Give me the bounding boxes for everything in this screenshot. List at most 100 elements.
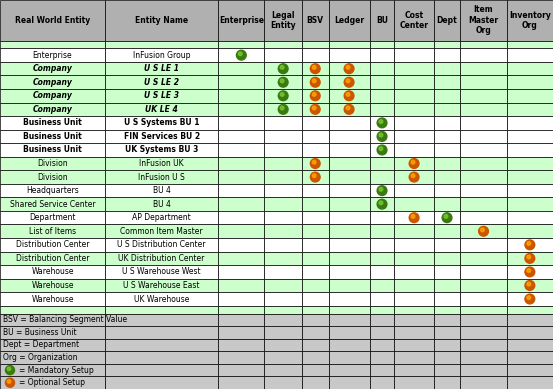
- Text: Business Unit: Business Unit: [23, 145, 82, 154]
- Bar: [434, 62, 461, 75]
- Bar: [369, 211, 394, 224]
- Circle shape: [278, 77, 288, 87]
- Bar: [264, 130, 302, 143]
- Bar: [394, 314, 434, 326]
- Bar: [434, 364, 461, 377]
- Bar: [369, 279, 394, 292]
- Text: Warehouse: Warehouse: [32, 281, 74, 290]
- Bar: [302, 197, 328, 211]
- Bar: [507, 75, 553, 89]
- Bar: [264, 103, 302, 116]
- Bar: [434, 157, 461, 170]
- Bar: [0, 0, 105, 40]
- Bar: [369, 89, 394, 103]
- Bar: [369, 0, 394, 40]
- Bar: [105, 306, 218, 314]
- Bar: [461, 292, 507, 306]
- Text: Legal
Entity: Legal Entity: [270, 11, 296, 30]
- Circle shape: [527, 255, 531, 259]
- Circle shape: [310, 91, 320, 101]
- Bar: [105, 197, 218, 211]
- Text: BU = Business Unit: BU = Business Unit: [3, 328, 77, 337]
- Bar: [105, 89, 218, 103]
- Bar: [369, 339, 394, 351]
- Circle shape: [312, 65, 316, 69]
- Text: Enterprise: Enterprise: [219, 16, 264, 25]
- Text: UK Systems BU 3: UK Systems BU 3: [125, 145, 199, 154]
- Bar: [434, 197, 461, 211]
- Bar: [369, 377, 394, 389]
- Bar: [461, 62, 507, 75]
- Bar: [369, 364, 394, 377]
- Bar: [328, 184, 369, 197]
- Text: UK Warehouse: UK Warehouse: [134, 294, 189, 303]
- Bar: [369, 116, 394, 130]
- Bar: [434, 252, 461, 265]
- Bar: [218, 116, 264, 130]
- Text: Department: Department: [29, 213, 76, 222]
- Circle shape: [344, 105, 354, 114]
- Bar: [394, 238, 434, 252]
- Text: Cost
Center: Cost Center: [400, 11, 429, 30]
- Bar: [218, 306, 264, 314]
- Circle shape: [346, 93, 350, 96]
- Bar: [369, 157, 394, 170]
- Circle shape: [344, 77, 354, 87]
- Bar: [369, 252, 394, 265]
- Bar: [394, 292, 434, 306]
- Bar: [507, 224, 553, 238]
- Circle shape: [310, 64, 320, 74]
- Bar: [369, 326, 394, 339]
- Bar: [302, 238, 328, 252]
- Bar: [394, 0, 434, 40]
- Bar: [369, 184, 394, 197]
- Bar: [218, 0, 264, 40]
- Bar: [369, 351, 394, 364]
- Text: Warehouse: Warehouse: [32, 267, 74, 277]
- Bar: [507, 48, 553, 62]
- Circle shape: [280, 65, 284, 69]
- Bar: [461, 103, 507, 116]
- Bar: [264, 143, 302, 157]
- Text: Org = Organization: Org = Organization: [3, 353, 77, 362]
- Text: = Optional Setup: = Optional Setup: [19, 378, 85, 387]
- Bar: [264, 224, 302, 238]
- Circle shape: [379, 147, 383, 151]
- Circle shape: [442, 213, 452, 223]
- Bar: [434, 224, 461, 238]
- Text: Division: Division: [37, 173, 68, 182]
- Bar: [0, 224, 105, 238]
- Bar: [461, 211, 507, 224]
- Bar: [105, 339, 218, 351]
- Bar: [328, 252, 369, 265]
- Bar: [369, 170, 394, 184]
- Bar: [105, 103, 218, 116]
- Circle shape: [312, 93, 316, 96]
- Bar: [302, 314, 328, 326]
- Bar: [105, 116, 218, 130]
- Bar: [461, 238, 507, 252]
- Bar: [461, 40, 507, 48]
- Circle shape: [377, 186, 387, 196]
- Bar: [507, 339, 553, 351]
- Bar: [507, 157, 553, 170]
- Circle shape: [346, 106, 350, 110]
- Circle shape: [379, 133, 383, 137]
- Text: Shared Service Center: Shared Service Center: [10, 200, 95, 209]
- Circle shape: [479, 226, 488, 236]
- Bar: [434, 265, 461, 279]
- Bar: [394, 279, 434, 292]
- Bar: [264, 116, 302, 130]
- Bar: [461, 48, 507, 62]
- Bar: [218, 265, 264, 279]
- Text: Inventory
Org: Inventory Org: [509, 11, 551, 30]
- Bar: [218, 211, 264, 224]
- Bar: [105, 351, 218, 364]
- Bar: [302, 224, 328, 238]
- Text: AP Department: AP Department: [132, 213, 191, 222]
- Bar: [0, 157, 105, 170]
- Bar: [302, 75, 328, 89]
- Bar: [105, 130, 218, 143]
- Bar: [105, 184, 218, 197]
- Bar: [434, 238, 461, 252]
